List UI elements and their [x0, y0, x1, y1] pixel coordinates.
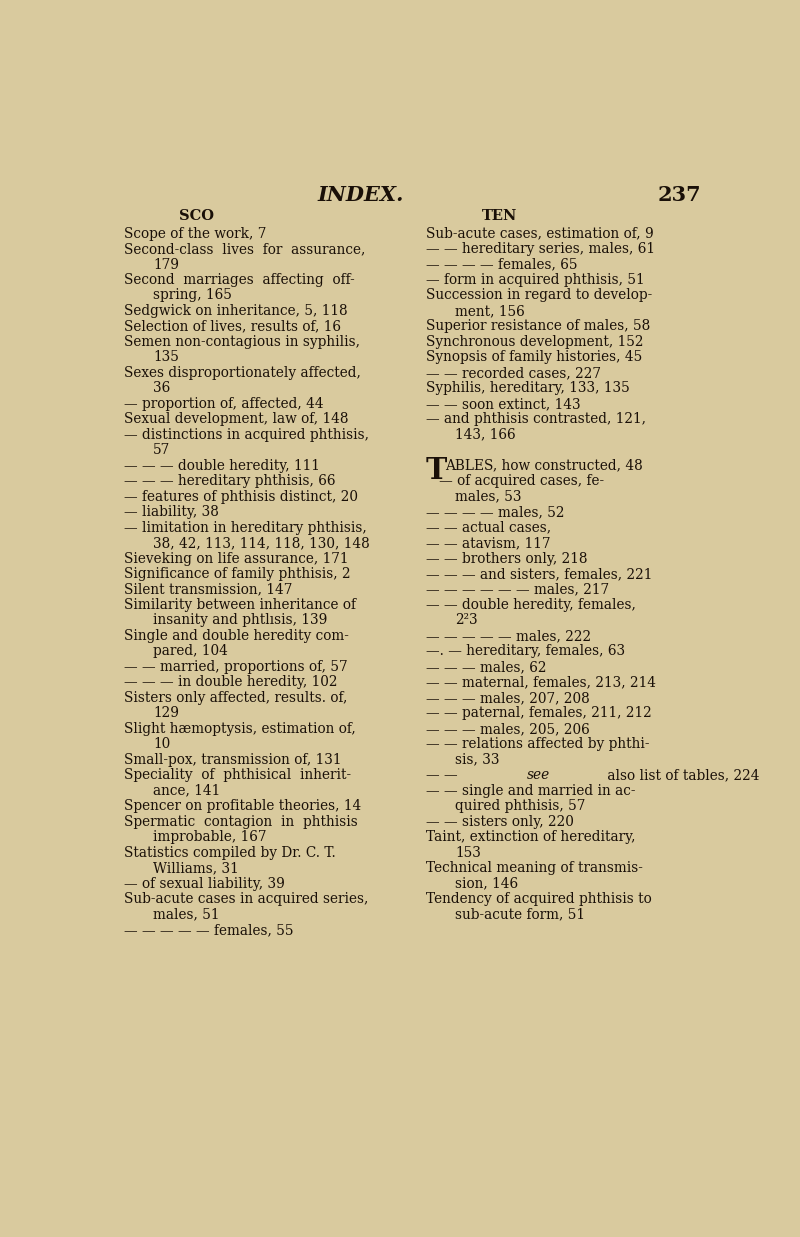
Text: Williams, 31: Williams, 31 — [154, 861, 239, 875]
Text: Single and double heredity com-: Single and double heredity com- — [123, 628, 349, 643]
Text: — — paternal, females, 211, 212: — — paternal, females, 211, 212 — [426, 706, 651, 720]
Text: Superior resistance of males, 58: Superior resistance of males, 58 — [426, 319, 650, 334]
Text: Similarity between inheritance of: Similarity between inheritance of — [123, 597, 355, 612]
Text: Scope of the work, 7: Scope of the work, 7 — [123, 226, 266, 240]
Text: Taint, extinction of hereditary,: Taint, extinction of hereditary, — [426, 830, 635, 844]
Text: SCO: SCO — [178, 209, 214, 224]
Text: spring, 165: spring, 165 — [154, 288, 232, 303]
Text: males, 51: males, 51 — [154, 908, 220, 922]
Text: see: see — [527, 768, 550, 782]
Text: Statistics compiled by Dr. C. T.: Statistics compiled by Dr. C. T. — [123, 846, 335, 860]
Text: Silent transmission, 147: Silent transmission, 147 — [123, 583, 292, 596]
Text: 57: 57 — [154, 443, 170, 458]
Text: Second-class  lives  for  assurance,: Second-class lives for assurance, — [123, 242, 365, 256]
Text: — — — hereditary phthisis, 66: — — — hereditary phthisis, 66 — [123, 474, 335, 489]
Text: — — sisters only, 220: — — sisters only, 220 — [426, 815, 574, 829]
Text: sis, 33: sis, 33 — [455, 753, 500, 767]
Text: — — — males, 205, 206: — — — males, 205, 206 — [426, 722, 590, 736]
Text: — proportion of, affected, 44: — proportion of, affected, 44 — [123, 397, 323, 411]
Text: — — — double heredity, 111: — — — double heredity, 111 — [123, 459, 319, 473]
Text: TEN: TEN — [482, 209, 518, 224]
Text: — — double heredity, females,: — — double heredity, females, — [426, 597, 635, 612]
Text: — — — in double heredity, 102: — — — in double heredity, 102 — [123, 675, 337, 689]
Text: — — — males, 207, 208: — — — males, 207, 208 — [426, 691, 590, 705]
Text: pared, 104: pared, 104 — [154, 644, 228, 658]
Text: Sedgwick on inheritance, 5, 118: Sedgwick on inheritance, 5, 118 — [123, 304, 347, 318]
Text: — distinctions in acquired phthisis,: — distinctions in acquired phthisis, — [123, 428, 369, 442]
Text: Slight hæmoptysis, estimation of,: Slight hæmoptysis, estimation of, — [123, 722, 355, 736]
Text: — liability, 38: — liability, 38 — [123, 505, 218, 520]
Text: Spencer on profitable theories, 14: Spencer on profitable theories, 14 — [123, 799, 361, 813]
Text: Small-pox, transmission of, 131: Small-pox, transmission of, 131 — [123, 753, 341, 767]
Text: Sexes disproportionately affected,: Sexes disproportionately affected, — [123, 366, 361, 380]
Text: — form in acquired phthisis, 51: — form in acquired phthisis, 51 — [426, 273, 644, 287]
Text: — — — males, 62: — — — males, 62 — [426, 659, 546, 674]
Text: — of acquired cases, fe-: — of acquired cases, fe- — [426, 474, 604, 489]
Text: Sub-acute cases, estimation of, 9: Sub-acute cases, estimation of, 9 — [426, 226, 654, 240]
Text: ABLES, how constructed, 48: ABLES, how constructed, 48 — [446, 459, 643, 473]
Text: ment, 156: ment, 156 — [455, 304, 525, 318]
Text: insanity and phtlısis, 139: insanity and phtlısis, 139 — [154, 614, 328, 627]
Text: — limitation in hereditary phthisis,: — limitation in hereditary phthisis, — [123, 521, 366, 534]
Text: — and phthisis contrasted, 121,: — and phthisis contrasted, 121, — [426, 412, 646, 427]
Text: Technical meaning of transmis-: Technical meaning of transmis- — [426, 861, 642, 875]
Text: Sieveking on life assurance, 171: Sieveking on life assurance, 171 — [123, 552, 348, 565]
Text: Syphilis, hereditary, 133, 135: Syphilis, hereditary, 133, 135 — [426, 381, 630, 396]
Text: Semen non-contagious in syphilis,: Semen non-contagious in syphilis, — [123, 335, 359, 349]
Text: 36: 36 — [154, 381, 170, 396]
Text: Selection of lives, results of, 16: Selection of lives, results of, 16 — [123, 319, 341, 334]
Text: Speciality  of  phthisical  inherit-: Speciality of phthisical inherit- — [123, 768, 350, 782]
Text: ance, 141: ance, 141 — [154, 784, 221, 798]
Text: — — relations affected by phthi-: — — relations affected by phthi- — [426, 737, 649, 751]
Text: — — soon extinct, 143: — — soon extinct, 143 — [426, 397, 580, 411]
Text: sub-acute form, 51: sub-acute form, 51 — [455, 908, 586, 922]
Text: — — hereditary series, males, 61: — — hereditary series, males, 61 — [426, 242, 654, 256]
Text: — — maternal, females, 213, 214: — — maternal, females, 213, 214 — [426, 675, 655, 689]
Text: Sexual development, law of, 148: Sexual development, law of, 148 — [123, 412, 348, 427]
Text: Succession in regard to develop-: Succession in regard to develop- — [426, 288, 652, 303]
Text: —. — hereditary, females, 63: —. — hereditary, females, 63 — [426, 644, 625, 658]
Text: — — brothers only, 218: — — brothers only, 218 — [426, 552, 587, 565]
Text: Sub-acute cases in acquired series,: Sub-acute cases in acquired series, — [123, 892, 368, 905]
Text: quired phthisis, 57: quired phthisis, 57 — [455, 799, 586, 813]
Text: — — — — — females, 55: — — — — — females, 55 — [123, 923, 293, 938]
Text: males, 53: males, 53 — [455, 490, 522, 503]
Text: Sisters only affected, results. of,: Sisters only affected, results. of, — [123, 691, 347, 705]
Text: — features of phthisis distinct, 20: — features of phthisis distinct, 20 — [123, 490, 358, 503]
Text: 2²3: 2²3 — [455, 614, 478, 627]
Text: — of sexual liability, 39: — of sexual liability, 39 — [123, 877, 285, 891]
Text: 237: 237 — [658, 184, 702, 204]
Text: 143, 166: 143, 166 — [455, 428, 516, 442]
Text: 135: 135 — [154, 350, 179, 365]
Text: — — married, proportions of, 57: — — married, proportions of, 57 — [123, 659, 347, 674]
Text: Second  marriages  affecting  off-: Second marriages affecting off- — [123, 273, 354, 287]
Text: 179: 179 — [154, 257, 179, 271]
Text: — — — — — males, 222: — — — — — males, 222 — [426, 628, 590, 643]
Text: Significance of family phthisis, 2: Significance of family phthisis, 2 — [123, 567, 350, 581]
Text: — — — — — — males, 217: — — — — — — males, 217 — [426, 583, 609, 596]
Text: — — actual cases,: — — actual cases, — [426, 521, 555, 534]
Text: 153: 153 — [455, 846, 481, 860]
Text: — —: — — — [426, 768, 462, 782]
Text: Synchronous development, 152: Synchronous development, 152 — [426, 335, 643, 349]
Text: Tendency of acquired phthisis to: Tendency of acquired phthisis to — [426, 892, 651, 905]
Text: — — single and married in ac-: — — single and married in ac- — [426, 784, 635, 798]
Text: 129: 129 — [154, 706, 179, 720]
Text: 38, 42, 113, 114, 118, 130, 148: 38, 42, 113, 114, 118, 130, 148 — [154, 536, 370, 550]
Text: — — recorded cases, 227: — — recorded cases, 227 — [426, 366, 601, 380]
Text: Spermatic  contagion  in  phthisis: Spermatic contagion in phthisis — [123, 815, 358, 829]
Text: — — — and sisters, females, 221: — — — and sisters, females, 221 — [426, 567, 652, 581]
Text: — — atavism, 117: — — atavism, 117 — [426, 536, 550, 550]
Text: also list of tables, 224: also list of tables, 224 — [603, 768, 760, 782]
Text: sion, 146: sion, 146 — [455, 877, 518, 891]
Text: — — — — females, 65: — — — — females, 65 — [426, 257, 577, 271]
Text: — — — — males, 52: — — — — males, 52 — [426, 505, 564, 520]
Text: improbable, 167: improbable, 167 — [154, 830, 267, 844]
Text: T: T — [426, 456, 446, 485]
Text: 10: 10 — [154, 737, 170, 751]
Text: INDEX.: INDEX. — [318, 184, 403, 204]
Text: Synopsis of family histories, 45: Synopsis of family histories, 45 — [426, 350, 642, 365]
